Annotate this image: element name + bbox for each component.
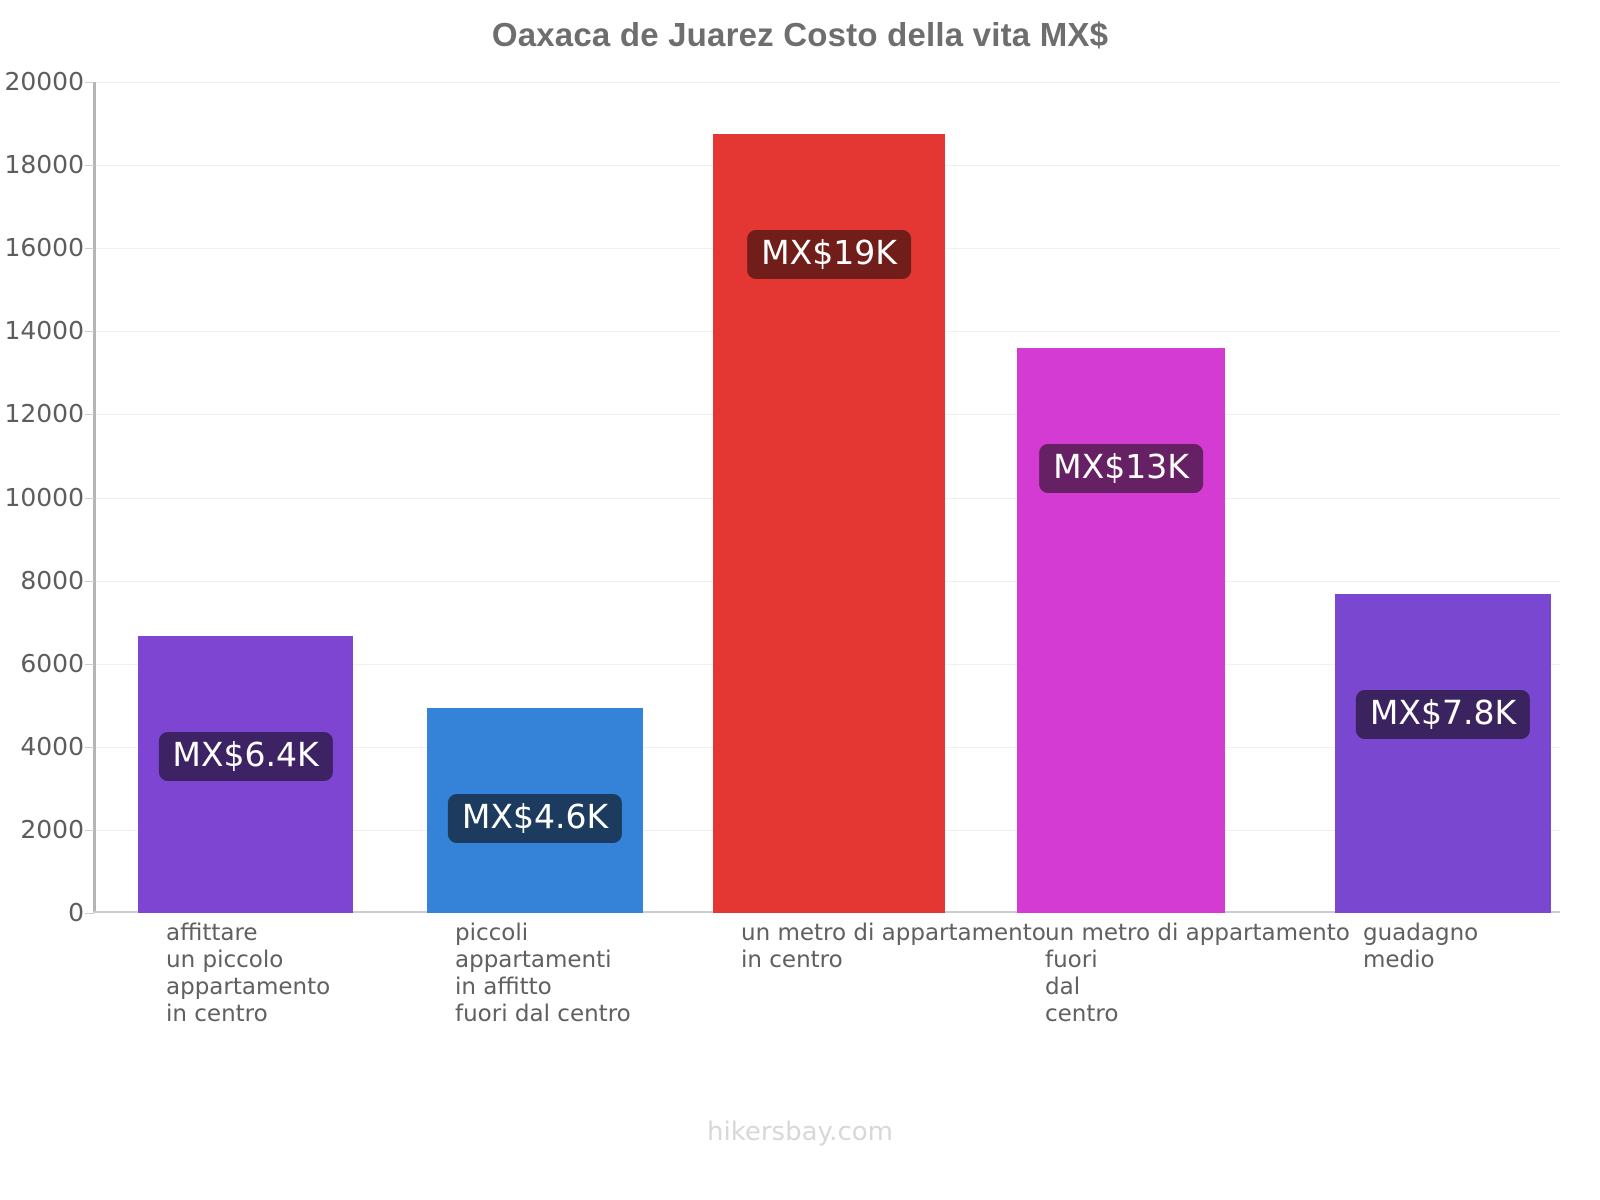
footer-watermark: hikersbay.com	[707, 1117, 893, 1147]
y-axis-tick-mark	[85, 747, 94, 748]
gridline	[96, 82, 1560, 83]
y-axis-tick-mark	[85, 581, 94, 582]
y-axis-tick-label: 2000	[20, 815, 84, 844]
x-axis-category-label: piccoli appartamenti in affitto fuori da…	[455, 920, 631, 1028]
x-axis-category-label: guadagno medio	[1363, 920, 1479, 974]
y-axis-tick-mark	[85, 664, 94, 665]
y-axis-tick-mark	[85, 331, 94, 332]
y-axis-tick-mark	[85, 830, 94, 831]
bar[interactable]	[1017, 348, 1225, 913]
bar-value-label: MX$6.4K	[158, 732, 333, 781]
y-axis-tick-label: 16000	[4, 233, 84, 262]
bar[interactable]	[1335, 594, 1551, 913]
x-axis-category-label: affittare un piccolo appartamento in cen…	[166, 920, 331, 1028]
y-axis-tick-mark	[85, 913, 94, 914]
x-axis-category-label: un metro di appartamento in centro	[741, 920, 1046, 974]
x-axis-category-label: un metro di appartamento fuori dal centr…	[1045, 920, 1350, 1028]
y-axis-tick-label: 10000	[4, 483, 84, 512]
y-axis-tick-label: 8000	[20, 566, 84, 595]
y-axis-tick-mark	[85, 498, 94, 499]
y-axis-tick-mark	[85, 248, 94, 249]
chart-title: Oaxaca de Juarez Costo della vita MX$	[491, 16, 1109, 53]
bar-value-label: MX$7.8K	[1355, 690, 1531, 739]
y-axis-tick-label: 12000	[4, 399, 84, 428]
y-axis-tick-label: 6000	[20, 649, 84, 678]
y-axis-tick-label: 18000	[4, 150, 84, 179]
y-axis-tick-label: 4000	[20, 732, 84, 761]
y-axis-line	[93, 82, 96, 913]
y-axis-tick-label: 20000	[4, 67, 84, 96]
plot-area: MX$6.4K MX$4.6K MX$19K MX$13K MX$7.8K	[96, 82, 1560, 913]
y-axis-tick-mark	[85, 165, 94, 166]
bar-value-label: MX$13K	[1039, 444, 1203, 493]
y-axis-tick-label: 0	[68, 898, 84, 927]
y-axis-tick-mark	[85, 82, 94, 83]
y-axis-tick-mark	[85, 414, 94, 415]
bar-value-label: MX$19K	[747, 230, 911, 279]
bar-value-label: MX$4.6K	[447, 794, 623, 843]
y-axis-tick-label: 14000	[4, 316, 84, 345]
